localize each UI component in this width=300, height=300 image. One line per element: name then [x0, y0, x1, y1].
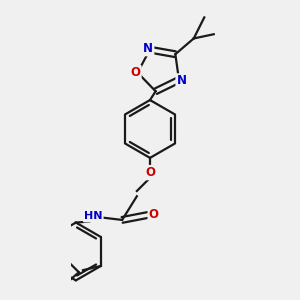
Text: O: O	[145, 166, 155, 179]
Text: O: O	[130, 66, 140, 79]
Text: O: O	[149, 208, 159, 221]
Text: N: N	[177, 74, 187, 88]
Text: N: N	[143, 42, 153, 55]
Text: HN: HN	[84, 211, 103, 221]
